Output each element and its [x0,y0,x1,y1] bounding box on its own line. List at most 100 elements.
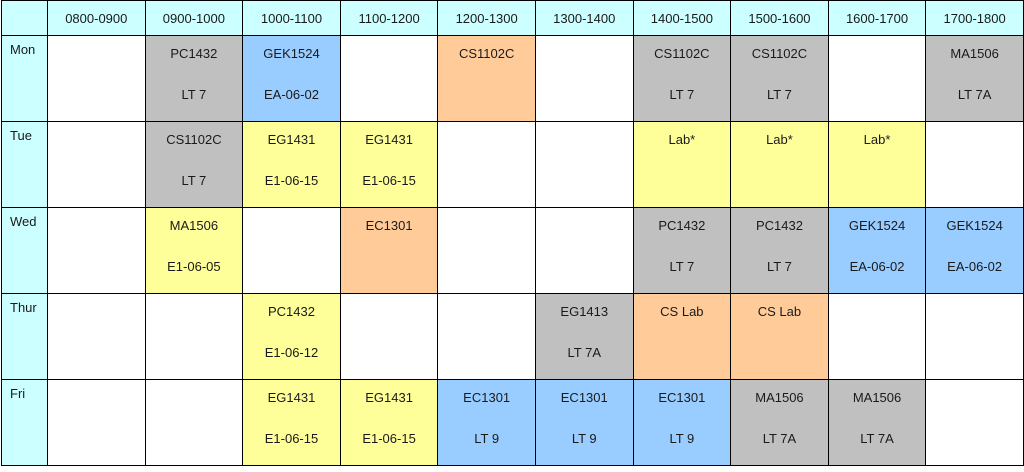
class-cell [144,379,244,466]
class-cell [534,35,634,122]
module-code: GEK1524 [263,46,320,61]
class-cell [925,121,1024,208]
class-cell: EC1301 [339,207,439,294]
venue: E1-06-15 [362,431,416,446]
day-label: Fri [10,386,26,401]
timeslot-header: 1200-1300 [437,0,536,36]
class-cell [827,35,927,122]
module-code: MA1506 [852,390,902,405]
class-cell: EG1431 E1-06-15 [242,121,341,208]
venue: E1-06-15 [264,431,319,446]
class-cell: EG1431 E1-06-15 [242,379,341,466]
module-code: CS1102C [654,46,710,61]
class-cell: CS1102C [437,35,536,122]
venue: LT 7 [181,87,207,102]
module-code: EG1431 [267,132,316,147]
module-code: PC1432 [170,46,218,61]
day-label-cell: Fri [1,379,48,466]
class-cell: CS1102C LT 7 [730,35,829,122]
venue: E1-06-15 [362,173,416,188]
class-cell: GEK1524 EA-06-02 [242,35,341,122]
class-cell [144,293,244,380]
class-cell [437,207,536,294]
module-code: Lab* [668,132,696,147]
venue: E1-06-15 [264,173,319,188]
class-cell: EC1301 LT 9 [437,379,536,466]
timeslot-header: 0800-0900 [47,0,146,36]
class-cell [47,35,146,122]
day-row: Mon PC1432 LT 7 GEK1524 EA-06-02 CS1102C CS110… [1,35,1024,122]
class-cell: MA1506 LT 7A [827,379,927,466]
module-code: GEK1524 [946,218,1003,233]
class-cell [925,293,1024,380]
venue: LT 9 [474,431,500,446]
timeslot-header: 1000-1100 [242,0,341,36]
day-row: Wed MA1506 E1-06-05 EC1301 PC1432 LT 7 PC1432 L… [1,207,1024,294]
module-code: EC1301 [658,390,706,405]
module-code: Lab* [863,132,891,147]
module-code: GEK1524 [848,218,906,233]
timeslot-header: 1600-1700 [827,0,927,36]
module-code: EC1301 [463,390,511,405]
timeslot-header: 0900-1000 [144,0,244,36]
class-cell: CS Lab [730,293,829,380]
class-cell [242,207,341,294]
day-label: Thur [10,300,37,315]
day-label: Wed [10,214,37,229]
module-code: Lab* [766,132,793,147]
class-cell [47,379,146,466]
class-cell: CS Lab [632,293,732,380]
class-cell [437,121,536,208]
day-label: Tue [10,128,32,143]
module-code: CS Lab [757,304,802,319]
venue: E1-06-12 [264,345,319,360]
class-cell: Lab* [730,121,829,208]
class-cell [534,121,634,208]
class-cell [827,293,927,380]
class-cell: Lab* [827,121,927,208]
venue: LT 7 [767,259,792,274]
class-cell: PC1432 LT 7 [144,35,244,122]
venue: LT 7A [567,345,601,360]
class-cell: EC1301 LT 9 [534,379,634,466]
corner-cell [1,0,48,36]
module-code: EG1413 [560,304,609,319]
timeslot-header: 1500-1600 [730,0,829,36]
venue: LT 7 [669,87,695,102]
class-cell [534,207,634,294]
module-code: CS1102C [166,132,222,147]
class-cell: MA1506 E1-06-05 [144,207,244,294]
venue: LT 7 [669,259,695,274]
module-code: EG1431 [365,390,413,405]
venue: EA-06-02 [849,259,905,274]
class-cell: PC1432 LT 7 [632,207,732,294]
venue: LT 7A [957,87,992,102]
class-cell: EG1431 E1-06-15 [339,121,439,208]
venue: LT 9 [669,431,695,446]
module-code: MA1506 [755,390,804,405]
module-code: MA1506 [169,218,219,233]
header-row: 0800-0900 0900-1000 1000-1100 1100-1200 … [1,0,1024,36]
module-code: CS1102C [458,46,515,61]
class-cell: PC1432 E1-06-12 [242,293,341,380]
class-cell [47,207,146,294]
class-cell: EG1431 E1-06-15 [339,379,439,466]
day-label-cell: Wed [1,207,48,294]
day-label-cell: Thur [1,293,48,380]
venue: LT 7A [762,431,797,446]
timeslot-header: 1400-1500 [632,0,732,36]
module-code: PC1432 [267,304,315,319]
module-code: MA1506 [950,46,999,61]
module-code: EC1301 [365,218,413,233]
timeslot-header: 1700-1800 [925,0,1024,36]
venue: LT 7 [181,173,207,188]
class-cell: GEK1524 EA-06-02 [827,207,927,294]
venue: LT 7A [860,431,894,446]
class-cell: GEK1524 EA-06-02 [925,207,1024,294]
class-cell: PC1432 LT 7 [730,207,829,294]
class-cell: EC1301 LT 9 [632,379,732,466]
venue: LT 9 [571,431,597,446]
day-row: Fri EG1431 E1-06-15 EG1431 E1-06-15 EC1301 LT … [1,379,1024,466]
day-row: Tue CS1102C LT 7 EG1431 E1-06-15 EG1431 E1-06-… [1,121,1024,208]
